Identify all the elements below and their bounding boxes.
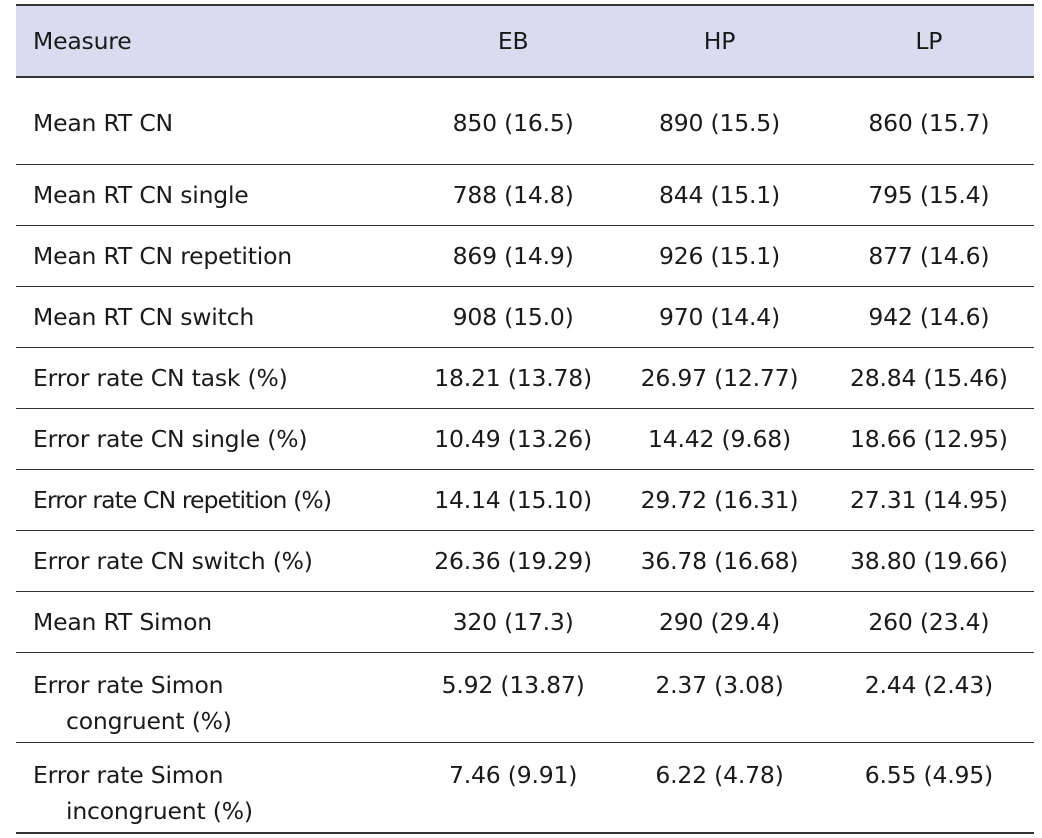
cell-hp-value: 6.22 (4.78)	[655, 761, 784, 789]
cell-lp: 6.55 (4.95)	[823, 742, 1034, 834]
cell-measure: Error rate Simon incongruent (%)	[16, 742, 411, 834]
table-row: Error rate Simon congruent (%) 5.92 (13.…	[16, 652, 1034, 743]
cell-hp: 844 (15.1)	[615, 164, 824, 226]
table-row: Mean RT CN 850 (16.5) 890 (15.5) 860 (15…	[16, 77, 1034, 165]
cell-eb: 320 (17.3)	[410, 591, 616, 653]
cell-lp: 2.44 (2.43)	[823, 652, 1034, 743]
cell-measure: Mean RT Simon	[16, 591, 411, 653]
table-body: Mean RT CN 850 (16.5) 890 (15.5) 860 (15…	[16, 77, 1034, 834]
table-row: Error rate Simon incongruent (%) 7.46 (9…	[16, 742, 1034, 834]
cell-measure-line1: Error rate Simon	[33, 761, 224, 789]
results-table: Measure EB HP LP Mean RT CN 850 (16.5) 8…	[16, 4, 1034, 834]
cell-eb: 14.14 (15.10)	[410, 469, 616, 531]
cell-eb: 7.46 (9.91)	[410, 742, 616, 834]
table-row: Mean RT CN single 788 (14.8) 844 (15.1) …	[16, 164, 1034, 226]
cell-hp-value: 2.37 (3.08)	[655, 671, 784, 699]
cell-measure: Error rate CN repetition (%)	[16, 469, 411, 531]
cell-lp: 28.84 (15.46)	[823, 347, 1034, 409]
cell-lp: 18.66 (12.95)	[823, 408, 1034, 470]
cell-measure-line2: congruent (%)	[66, 707, 232, 735]
header-row: Measure EB HP LP	[16, 4, 1034, 78]
cell-measure: Mean RT CN repetition	[16, 225, 411, 287]
cell-measure-line2: incongruent (%)	[66, 797, 253, 825]
cell-hp: 890 (15.5)	[615, 77, 824, 165]
cell-hp: 290 (29.4)	[615, 591, 824, 653]
cell-hp: 29.72 (16.31)	[615, 469, 824, 531]
cell-lp: 27.31 (14.95)	[823, 469, 1034, 531]
cell-eb: 788 (14.8)	[410, 164, 616, 226]
cell-eb: 850 (16.5)	[410, 77, 616, 165]
table-row: Error rate CN switch (%) 26.36 (19.29) 3…	[16, 530, 1034, 592]
table-row: Error rate CN single (%) 10.49 (13.26) 1…	[16, 408, 1034, 470]
cell-hp: 970 (14.4)	[615, 286, 824, 348]
cell-eb-value: 5.92 (13.87)	[441, 671, 585, 699]
cell-lp: 942 (14.6)	[823, 286, 1034, 348]
cell-measure: Mean RT CN switch	[16, 286, 411, 348]
cell-hp: 926 (15.1)	[615, 225, 824, 287]
cell-measure-line1: Error rate Simon	[33, 671, 224, 699]
results-table-container: Measure EB HP LP Mean RT CN 850 (16.5) 8…	[16, 4, 1034, 834]
table-row: Mean RT Simon 320 (17.3) 290 (29.4) 260 …	[16, 591, 1034, 653]
table-header: Measure EB HP LP	[16, 4, 1034, 78]
header-eb: EB	[410, 4, 616, 78]
table-row: Mean RT CN repetition 869 (14.9) 926 (15…	[16, 225, 1034, 287]
header-lp: LP	[823, 4, 1034, 78]
cell-eb: 5.92 (13.87)	[410, 652, 616, 743]
table-row: Error rate CN repetition (%) 14.14 (15.1…	[16, 469, 1034, 531]
cell-hp: 26.97 (12.77)	[615, 347, 824, 409]
cell-measure: Error rate CN switch (%)	[16, 530, 411, 592]
cell-measure: Error rate CN task (%)	[16, 347, 411, 409]
cell-measure: Mean RT CN single	[16, 164, 411, 226]
header-hp: HP	[615, 4, 824, 78]
cell-lp-value: 6.55 (4.95)	[864, 761, 993, 789]
cell-eb: 26.36 (19.29)	[410, 530, 616, 592]
cell-eb: 10.49 (13.26)	[410, 408, 616, 470]
cell-measure: Mean RT CN	[16, 77, 411, 165]
cell-hp: 6.22 (4.78)	[615, 742, 824, 834]
table-row: Error rate CN task (%) 18.21 (13.78) 26.…	[16, 347, 1034, 409]
cell-hp: 36.78 (16.68)	[615, 530, 824, 592]
cell-lp-value: 2.44 (2.43)	[864, 671, 993, 699]
header-measure: Measure	[16, 4, 411, 78]
cell-eb: 908 (15.0)	[410, 286, 616, 348]
cell-measure: Error rate CN single (%)	[16, 408, 411, 470]
cell-lp: 877 (14.6)	[823, 225, 1034, 287]
table-row: Mean RT CN switch 908 (15.0) 970 (14.4) …	[16, 286, 1034, 348]
cell-measure: Error rate Simon congruent (%)	[16, 652, 411, 743]
cell-lp: 795 (15.4)	[823, 164, 1034, 226]
cell-lp: 38.80 (19.66)	[823, 530, 1034, 592]
cell-hp: 14.42 (9.68)	[615, 408, 824, 470]
cell-hp: 2.37 (3.08)	[615, 652, 824, 743]
cell-lp: 260 (23.4)	[823, 591, 1034, 653]
cell-eb: 18.21 (13.78)	[410, 347, 616, 409]
cell-eb-value: 7.46 (9.91)	[449, 761, 578, 789]
cell-lp: 860 (15.7)	[823, 77, 1034, 165]
cell-eb: 869 (14.9)	[410, 225, 616, 287]
